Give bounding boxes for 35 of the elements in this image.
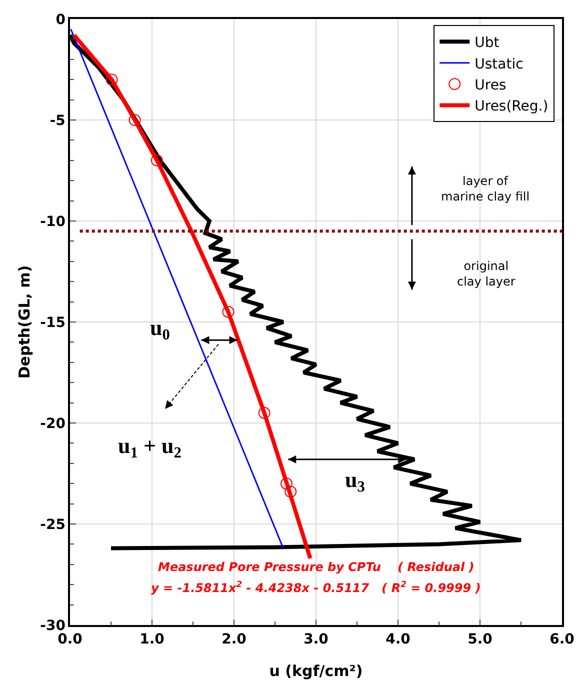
legend-label: Ustatic bbox=[474, 56, 524, 72]
line-series bbox=[72, 33, 312, 560]
point bbox=[150, 154, 163, 166]
x-tick-label: 3.0 bbox=[304, 632, 329, 648]
annotation: u$_{1}$ + u$_{2}$ bbox=[118, 433, 182, 462]
point bbox=[280, 478, 292, 490]
y-tick-label: -10 bbox=[40, 214, 66, 230]
y-axis-title: Depth(GL, m) bbox=[16, 265, 34, 379]
annotation: u$_{0}$ bbox=[150, 315, 170, 344]
legend-label: Ures(Reg.) bbox=[474, 98, 548, 115]
y-tick-label: -15 bbox=[40, 314, 66, 331]
x-tick-label: 6.0 bbox=[550, 632, 575, 648]
x-tick-label: 1.0 bbox=[140, 632, 165, 648]
point bbox=[222, 306, 234, 318]
point bbox=[258, 406, 270, 419]
annotation: layer of marine clay fill bbox=[441, 174, 530, 204]
y-tick-label: 0 bbox=[56, 12, 66, 28]
point bbox=[128, 114, 141, 126]
annotation: original clay layer bbox=[457, 259, 516, 289]
legend-label: Ubt bbox=[474, 35, 500, 52]
point bbox=[284, 486, 297, 498]
y-tick-label: -30 bbox=[40, 618, 66, 634]
x-tick-label: 0.0 bbox=[58, 632, 83, 648]
y-tick-label: -25 bbox=[40, 516, 66, 533]
y-tick-label: -20 bbox=[40, 416, 66, 432]
annotation: u$_{3}$ bbox=[345, 467, 366, 496]
x-tick-label: 4.0 bbox=[386, 632, 411, 648]
legend-label: Ures bbox=[474, 78, 506, 94]
x-tick-label: 5.0 bbox=[468, 632, 493, 648]
x-tick-label: 2.0 bbox=[222, 632, 247, 648]
annotation: y = -1.5811x$^{2}$ - 4.4238x - 0.5117 ( R$^{2}$ = 0.9999 ) bbox=[151, 579, 481, 596]
point bbox=[106, 74, 118, 86]
y-tick-label: -5 bbox=[50, 112, 66, 129]
x-axis-title: u (kgf/cm²) bbox=[269, 662, 363, 680]
annotation: Measured Pore Pressure by CPTu ( Residual ) bbox=[158, 560, 474, 574]
